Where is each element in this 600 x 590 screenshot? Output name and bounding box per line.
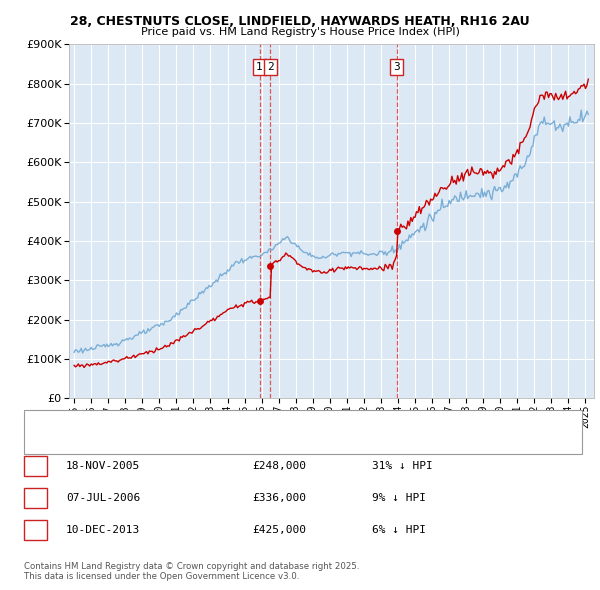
Text: 3: 3 [394,63,400,72]
Text: 31% ↓ HPI: 31% ↓ HPI [372,461,433,471]
Text: 07-JUL-2006: 07-JUL-2006 [66,493,140,503]
Text: 2: 2 [267,63,274,72]
Text: £248,000: £248,000 [252,461,306,471]
Text: 18-NOV-2005: 18-NOV-2005 [66,461,140,471]
Text: Price paid vs. HM Land Registry's House Price Index (HPI): Price paid vs. HM Land Registry's House … [140,27,460,37]
Text: 3: 3 [32,525,39,535]
Text: £425,000: £425,000 [252,525,306,535]
Text: 2: 2 [32,493,39,503]
Text: HPI: Average price, detached house, Mid Sussex: HPI: Average price, detached house, Mid … [63,434,299,443]
Text: 10-DEC-2013: 10-DEC-2013 [66,525,140,535]
Text: 28, CHESTNUTS CLOSE, LINDFIELD, HAYWARDS HEATH, RH16 2AU (detached house): 28, CHESTNUTS CLOSE, LINDFIELD, HAYWARDS… [63,415,475,424]
Text: 1: 1 [256,63,263,72]
Text: ——: —— [33,413,58,426]
Text: £336,000: £336,000 [252,493,306,503]
Text: 1: 1 [32,461,39,471]
Text: 9% ↓ HPI: 9% ↓ HPI [372,493,426,503]
Text: ——: —— [33,432,58,445]
Text: 6% ↓ HPI: 6% ↓ HPI [372,525,426,535]
Text: 28, CHESTNUTS CLOSE, LINDFIELD, HAYWARDS HEATH, RH16 2AU: 28, CHESTNUTS CLOSE, LINDFIELD, HAYWARDS… [70,15,530,28]
Text: Contains HM Land Registry data © Crown copyright and database right 2025.
This d: Contains HM Land Registry data © Crown c… [24,562,359,581]
